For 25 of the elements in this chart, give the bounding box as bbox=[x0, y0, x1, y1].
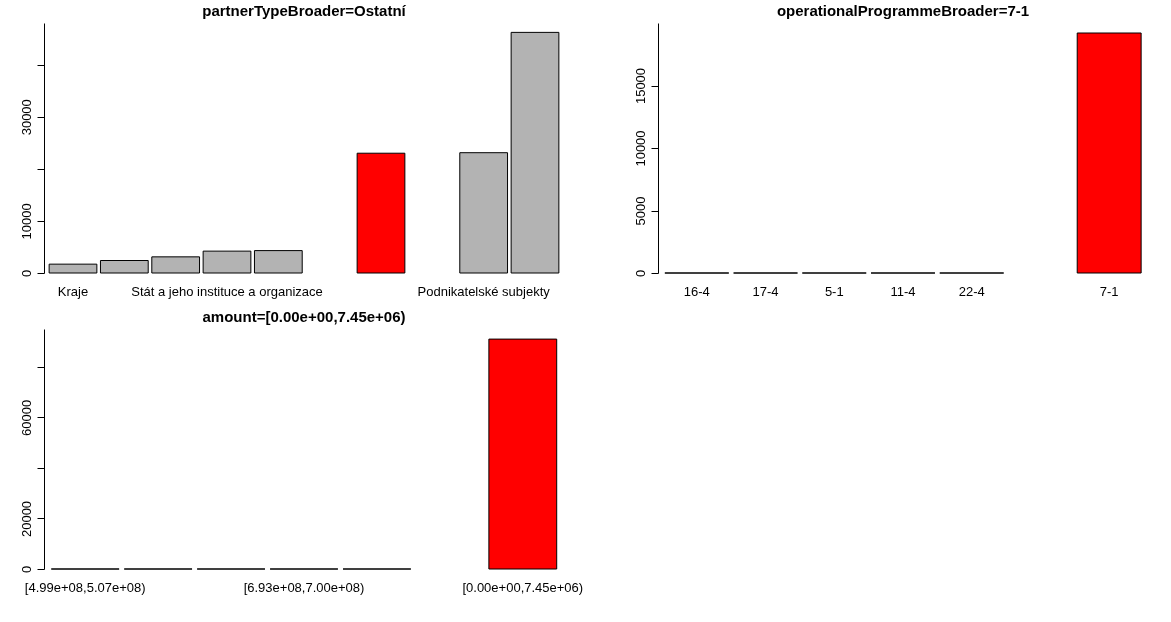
x-tick-label: 11-4 bbox=[890, 283, 916, 299]
y-tick-label: 30000 bbox=[18, 99, 34, 136]
x-tick-label: 22-4 bbox=[958, 283, 985, 299]
y-tick-label: 20000 bbox=[18, 500, 34, 538]
x-tick-label: Kraje bbox=[57, 283, 89, 299]
x-tick-label: 16-4 bbox=[683, 283, 710, 299]
x-tick-label: Stát a jeho instituce a organizace bbox=[131, 283, 323, 299]
y-tick-label: 5000 bbox=[632, 196, 648, 226]
y-tick-label: 0 bbox=[18, 269, 34, 278]
chart-title: amount=[0.00e+00,7.45e+06) bbox=[202, 308, 406, 325]
x-tick-label: Podnikatelské subjekty bbox=[417, 283, 551, 299]
y-tick-label: 10000 bbox=[18, 203, 34, 240]
x-tick-label: [0.00e+00,7.45e+06) bbox=[462, 579, 584, 595]
chart-title: partnerTypeBroader=Ostatní bbox=[202, 2, 407, 19]
chart-title: operationalProgrammeBroader=7-1 bbox=[776, 2, 1030, 19]
x-tick-label: [4.99e+08,5.07e+08) bbox=[24, 579, 146, 595]
x-tick-label: 7-1 bbox=[1099, 283, 1119, 299]
y-tick-label: 15000 bbox=[632, 67, 648, 105]
x-tick-label: 5-1 bbox=[824, 283, 844, 299]
y-tick-label: 0 bbox=[18, 565, 34, 574]
y-tick-label: 0 bbox=[632, 269, 648, 278]
y-tick-label: 60000 bbox=[18, 399, 34, 436]
y-tick-label: 10000 bbox=[632, 130, 648, 167]
x-tick-label: 17-4 bbox=[752, 283, 779, 299]
x-tick-label: [6.93e+08,7.00e+08) bbox=[243, 579, 365, 595]
